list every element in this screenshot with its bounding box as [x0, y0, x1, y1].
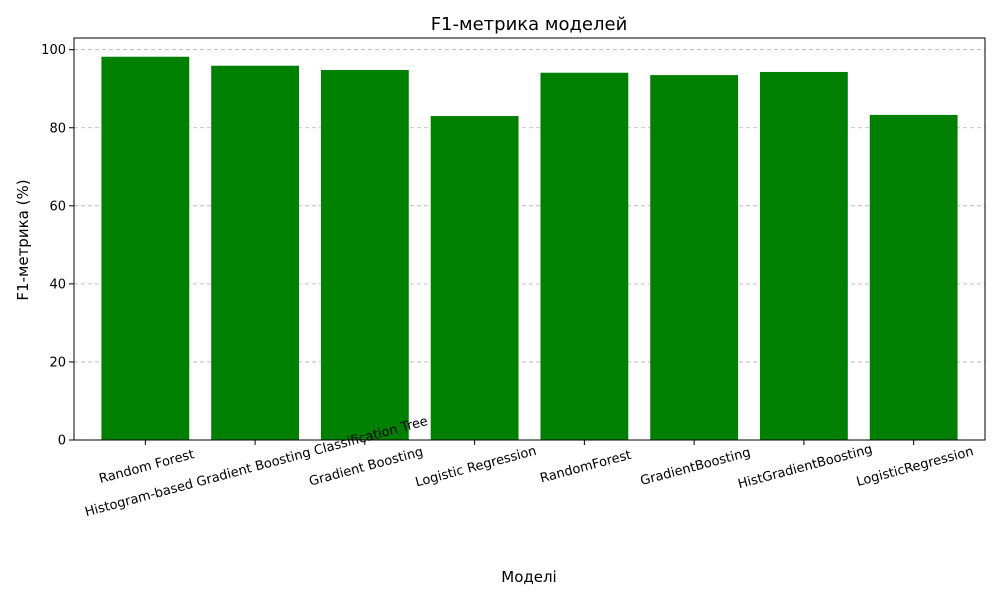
x-tick-label: LogisticRegression — [855, 444, 975, 490]
bar — [211, 65, 300, 440]
x-tick-label-group: GradientBoosting — [639, 445, 752, 489]
x-tick-label: Logistic Regression — [414, 444, 538, 491]
x-tick-label-group: LogisticRegression — [855, 444, 975, 490]
x-tick-label: HistGradientBoosting — [736, 442, 874, 492]
y-tick-label: 80 — [49, 121, 66, 136]
x-axis-label: Моделі — [501, 568, 556, 586]
y-tick-label: 20 — [49, 355, 66, 370]
bar — [869, 114, 958, 440]
bar — [759, 71, 848, 441]
axes-layer — [73, 37, 986, 441]
y-tick-label: 0 — [58, 434, 66, 449]
bar — [650, 75, 739, 440]
x-tick-label-group: RandomForest — [539, 448, 633, 487]
y-tick-label: 40 — [49, 277, 66, 292]
bar — [540, 72, 629, 440]
bars-layer — [101, 56, 958, 441]
grid-layer — [74, 49, 985, 441]
bar — [430, 116, 519, 440]
x-tick-label: RandomForest — [539, 448, 633, 487]
y-tick-label: 60 — [49, 199, 66, 214]
x-tick-label-group: Logistic Regression — [414, 444, 538, 491]
y-ticks: 0 20 40 60 80 100 — [41, 43, 74, 449]
chart-title: F1-метрика моделей — [431, 14, 628, 35]
plot-frame — [73, 37, 986, 441]
x-tick-label: GradientBoosting — [639, 445, 752, 489]
x-tick-label-group: HistGradientBoosting — [736, 442, 874, 492]
bar — [101, 56, 190, 441]
bar — [320, 70, 409, 441]
y-axis-label: F1-метрика (%) — [14, 179, 32, 300]
y-tick-label: 100 — [41, 43, 66, 58]
